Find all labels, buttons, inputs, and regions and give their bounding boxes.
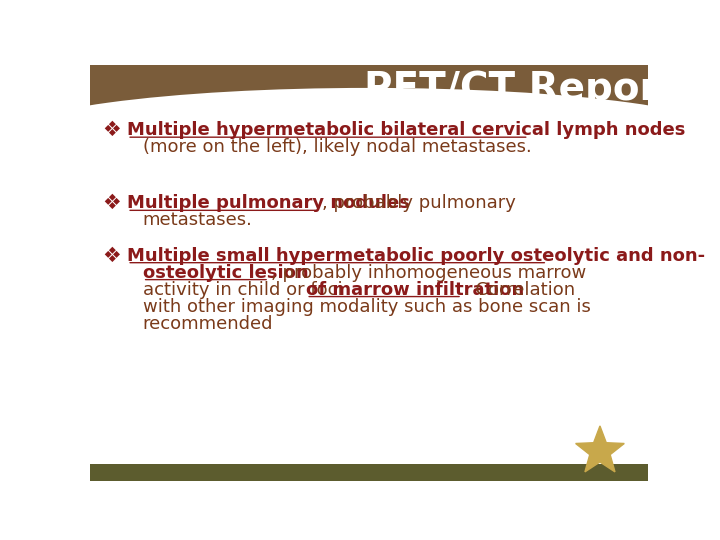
- Text: Multiple small hypermetabolic poorly osteolytic and non-: Multiple small hypermetabolic poorly ost…: [127, 247, 706, 265]
- Bar: [90, 464, 648, 481]
- Text: , probably inhomogeneous marrow: , probably inhomogeneous marrow: [271, 264, 587, 282]
- Text: PET/CT Report: PET/CT Report: [364, 70, 677, 109]
- Text: with other imaging modality such as bone scan is: with other imaging modality such as bone…: [143, 298, 590, 315]
- Text: , probably pulmonary: , probably pulmonary: [323, 194, 516, 212]
- Text: . Correlation: . Correlation: [464, 281, 575, 299]
- Text: ❖: ❖: [102, 193, 121, 213]
- Ellipse shape: [1, 88, 720, 188]
- Text: recommended: recommended: [143, 314, 273, 333]
- Text: Multiple pulmonary nodules: Multiple pulmonary nodules: [127, 194, 410, 212]
- Text: activity in child or foci: activity in child or foci: [143, 281, 348, 299]
- Text: ❖: ❖: [102, 120, 121, 140]
- Text: (more on the left), likely nodal metastases.: (more on the left), likely nodal metasta…: [143, 138, 531, 156]
- Text: osteolytic lesion: osteolytic lesion: [143, 264, 308, 282]
- Text: of marrow infiltration: of marrow infiltration: [306, 281, 524, 299]
- Polygon shape: [575, 426, 624, 472]
- Bar: [90, 65, 648, 138]
- Text: Multiple hypermetabolic bilateral cervical lymph nodes: Multiple hypermetabolic bilateral cervic…: [127, 122, 685, 139]
- Text: metastases.: metastases.: [143, 211, 253, 230]
- Text: ❖: ❖: [102, 246, 121, 266]
